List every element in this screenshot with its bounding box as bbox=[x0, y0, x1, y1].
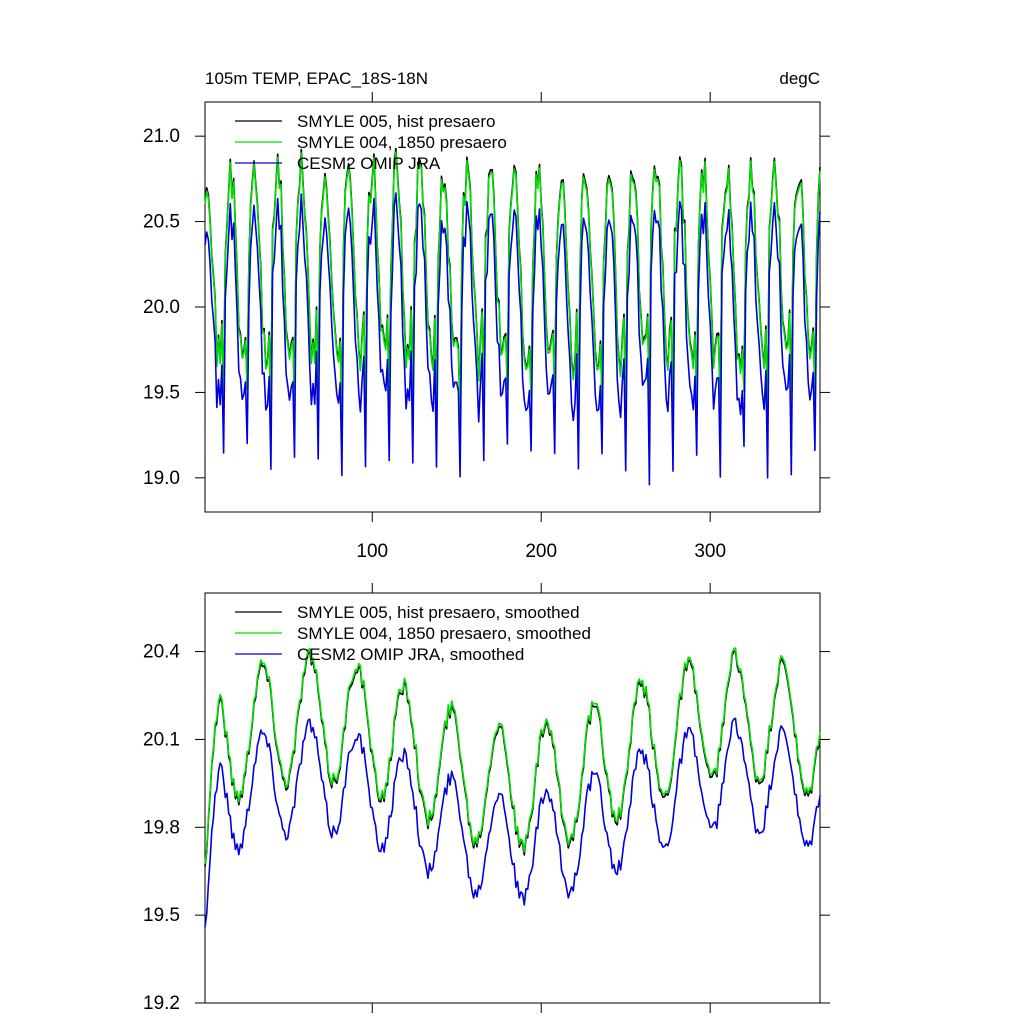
y-tick-label: 20.5 bbox=[143, 212, 180, 233]
bottom-panel-series bbox=[204, 647, 821, 928]
legend-label-smyle005: SMYLE 005, hist presaero bbox=[297, 112, 495, 131]
series-line-2 bbox=[204, 717, 821, 928]
top-panel-legend: SMYLE 005, hist presaero SMYLE 004, 1850… bbox=[235, 112, 507, 173]
y-tick-label: 20.1 bbox=[143, 729, 180, 750]
y-tick-label: 21.0 bbox=[143, 126, 180, 147]
legend-label-smyle004: SMYLE 004, 1850 presaero bbox=[297, 133, 507, 152]
bottom-panel-ticks: 19.2 19.5 19.8 20.1 20.4 bbox=[143, 583, 830, 1014]
legend-label-smyle004-smoothed: SMYLE 004, 1850 presaero, smoothed bbox=[297, 624, 591, 643]
series-line-1 bbox=[204, 647, 821, 864]
y-tick-label: 19.5 bbox=[143, 905, 180, 926]
top-panel-units: degC bbox=[779, 69, 820, 88]
x-tick-label: 300 bbox=[694, 541, 726, 562]
x-tick-label: 100 bbox=[356, 541, 388, 562]
series-line-2 bbox=[204, 192, 821, 486]
y-tick-label: 19.0 bbox=[143, 468, 180, 489]
top-panel: 105m TEMP, EPAC_18S-18N degC 19.0 19.5 20.… bbox=[143, 69, 830, 562]
bottom-panel: 19.2 19.5 19.8 20.1 20.4 SMYLE 005, hist pre… bbox=[143, 583, 830, 1014]
legend-label-cesm2: CESM2 OMIP JRA bbox=[297, 154, 441, 173]
y-tick-label: 19.8 bbox=[143, 817, 180, 838]
y-tick-label: 20.4 bbox=[143, 642, 180, 663]
legend-label-smyle005-smoothed: SMYLE 005, hist presaero, smoothed bbox=[297, 603, 580, 622]
top-panel-ticks: 19.0 19.5 20.0 20.5 21.0 100 200 300 bbox=[143, 92, 830, 562]
x-tick-label: 200 bbox=[525, 541, 557, 562]
y-tick-label: 19.5 bbox=[143, 382, 180, 403]
top-panel-title: 105m TEMP, EPAC_18S-18N bbox=[205, 69, 428, 88]
series-line-1 bbox=[204, 151, 821, 431]
top-panel-series bbox=[204, 147, 821, 486]
bottom-panel-legend: SMYLE 005, hist presaero, smoothed SMYLE… bbox=[235, 603, 591, 664]
legend-label-cesm2-smoothed: CESM2 OMIP JRA, smoothed bbox=[297, 645, 524, 664]
y-tick-label: 19.2 bbox=[143, 993, 180, 1014]
y-tick-label: 20.0 bbox=[143, 297, 180, 318]
